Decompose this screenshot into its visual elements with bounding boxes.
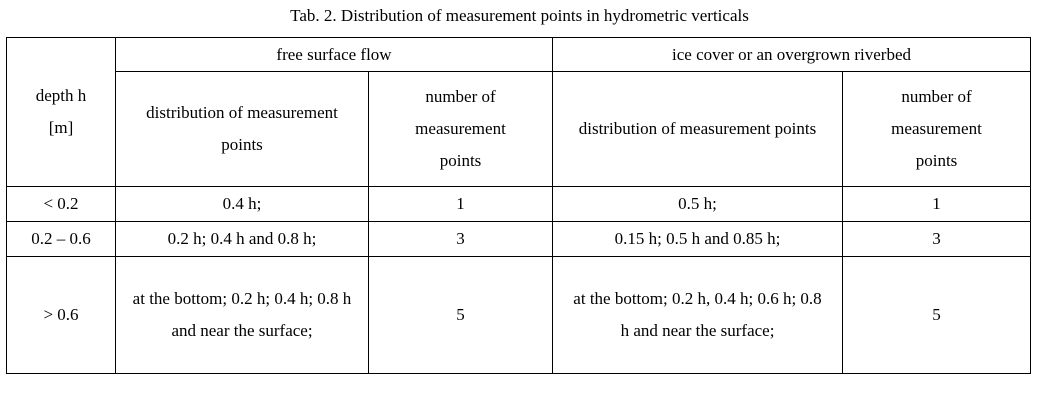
ice-distribution-cell: 0.5 h; [552,186,843,222]
depth-cell: < 0.2 [6,186,116,222]
free-distribution-cell: 0.4 h; [115,186,369,222]
ice-number-cell: 5 [842,256,1031,374]
free-number-cell: 5 [368,256,553,374]
ice-number-cell: 1 [842,186,1031,222]
ice-distribution-cell: at the bottom; 0.2 h, 0.4 h; 0.6 h; 0.8 … [552,256,843,374]
free-number-cell: 1 [368,186,553,222]
header-depth: depth h [m] [6,37,116,187]
header-ice-cover: ice cover or an overgrown riverbed [552,37,1031,72]
ice-distribution-cell: 0.15 h; 0.5 h and 0.85 h; [552,221,843,257]
table-row: > 0.6 at the bottom; 0.2 h; 0.4 h; 0.8 h… [6,256,1031,374]
depth-cell: > 0.6 [6,256,116,374]
table-row: < 0.2 0.4 h; 1 0.5 h; 1 [6,186,1031,222]
measurement-points-table: depth h [m] free surface flow ice cover … [6,37,1031,374]
free-distribution-cell: at the bottom; 0.2 h; 0.4 h; 0.8 h and n… [115,256,369,374]
header-free-number: number of measurement points [368,71,553,187]
header-free-surface-flow: free surface flow [115,37,553,72]
header-row-groups: depth h [m] free surface flow ice cover … [6,37,1031,187]
free-distribution-cell: 0.2 h; 0.4 h and 0.8 h; [115,221,369,257]
header-ice-distribution: distribution of measurement points [552,71,843,187]
free-number-cell: 3 [368,221,553,257]
depth-cell: 0.2 – 0.6 [6,221,116,257]
table-caption: Tab. 2. Distribution of measurement poin… [290,6,749,25]
ice-number-cell: 3 [842,221,1031,257]
table-row: 0.2 – 0.6 0.2 h; 0.4 h and 0.8 h; 3 0.15… [6,221,1031,257]
header-free-distribution: distribution of measurement points [115,71,369,187]
header-ice-number: number of measurement points [842,71,1031,187]
header-row-columns: distribution of measurement points numbe… [7,71,1031,187]
